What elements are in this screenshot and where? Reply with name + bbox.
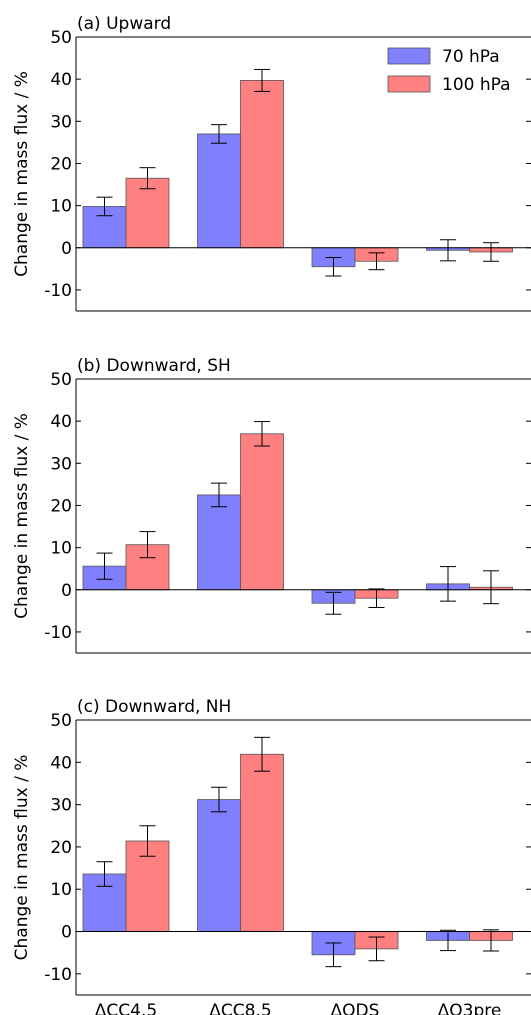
y-tick-label: 30 bbox=[50, 112, 72, 132]
y-tick-label: 50 bbox=[50, 28, 72, 48]
y-tick-label: -10 bbox=[44, 623, 72, 643]
category-label: ΔCC8.5 bbox=[209, 1001, 271, 1015]
panel-title: (b) Downward, SH bbox=[77, 356, 231, 376]
y-axis-label: Change in mass flux / % bbox=[12, 755, 32, 961]
y-tick-label: 10 bbox=[50, 880, 72, 900]
bar bbox=[197, 133, 241, 249]
panel-title: (c) Downward, NH bbox=[77, 697, 231, 717]
y-axis-label: Change in mass flux / % bbox=[12, 71, 32, 277]
y-tick-label: 30 bbox=[50, 796, 72, 816]
legend-label: 100 hPa bbox=[442, 75, 511, 95]
bar bbox=[197, 799, 241, 932]
y-axis-label: Change in mass flux / % bbox=[12, 413, 32, 619]
chart-panel-3: -10 0 10 20 30 40 50(c) Downward, NH Change in … bbox=[12, 697, 531, 1015]
bar bbox=[125, 177, 170, 249]
legend-label: 70 hPa bbox=[442, 47, 500, 67]
y-tick-label: -10 bbox=[44, 965, 72, 985]
panel-title: (a) Upward bbox=[77, 14, 171, 34]
y-tick-label: 0 bbox=[61, 581, 72, 601]
y-tick-label: 0 bbox=[61, 239, 72, 259]
bar bbox=[240, 433, 284, 591]
legend: 70 hPa 100 hPa bbox=[387, 47, 511, 95]
chart-panel-2: -10 0 10 20 30 40 50(b) Downward, SH Change in … bbox=[12, 356, 531, 654]
chart-panel-1: -10 0 10 20 30 40 50(a) Upward Change in mass f… bbox=[12, 14, 531, 312]
y-tick-label: 40 bbox=[50, 70, 72, 90]
bar bbox=[240, 80, 284, 249]
y-tick-label: 50 bbox=[50, 711, 72, 731]
bar bbox=[240, 753, 284, 932]
category-label: ΔCC4.5 bbox=[95, 1001, 157, 1015]
y-tick-label: 40 bbox=[50, 753, 72, 773]
y-tick-label: 50 bbox=[50, 370, 72, 390]
legend-swatch bbox=[387, 47, 431, 65]
y-tick-label: 0 bbox=[61, 923, 72, 943]
y-tick-label: 20 bbox=[50, 838, 72, 858]
category-label: ΔODS bbox=[331, 1001, 380, 1015]
y-tick-label: 20 bbox=[50, 154, 72, 174]
bar bbox=[197, 494, 241, 591]
y-tick-label: 30 bbox=[50, 454, 72, 474]
y-tick-label: -10 bbox=[44, 281, 72, 301]
y-tick-label: 10 bbox=[50, 197, 72, 217]
category-label: ΔO3pre bbox=[438, 1001, 502, 1015]
y-tick-label: 40 bbox=[50, 412, 72, 432]
legend-swatch bbox=[387, 75, 431, 93]
y-tick-label: 10 bbox=[50, 539, 72, 559]
y-tick-label: 20 bbox=[50, 496, 72, 516]
